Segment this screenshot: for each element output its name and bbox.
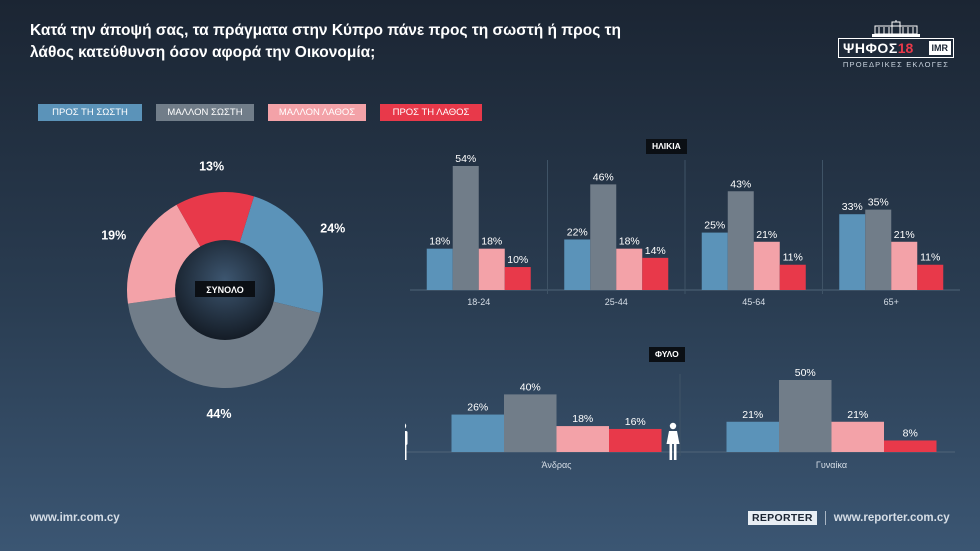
bar bbox=[616, 248, 643, 290]
brand-name: ΨΗΦΟΣ bbox=[843, 40, 898, 56]
bar bbox=[779, 264, 806, 290]
bar-value-label: 18% bbox=[481, 236, 502, 248]
bar-value-label: 40% bbox=[520, 381, 541, 393]
donut-slice-label: 44% bbox=[206, 407, 231, 421]
age-bar-chart: 18% 54% 18% 10% 18-24 22% 46% 18% 14% 25-44 25% 43%… bbox=[410, 153, 960, 307]
bar-value-label: 21% bbox=[756, 229, 777, 241]
reporter-logo: REPORTER bbox=[748, 511, 817, 525]
category-label: Άνδρας bbox=[541, 460, 572, 470]
gender-section-label: ΦΥΛΟ bbox=[649, 347, 685, 362]
donut-slice-label: 13% bbox=[199, 160, 224, 174]
bar bbox=[564, 239, 591, 290]
brand-subtitle: ΠΡΟΕΔΡΙΚΕΣ ΕΚΛΟΓΕΣ bbox=[842, 60, 950, 69]
bar-value-label: 50% bbox=[795, 367, 816, 379]
bar-value-label: 46% bbox=[593, 171, 614, 183]
bar-value-label: 22% bbox=[567, 226, 588, 238]
bar bbox=[642, 257, 669, 290]
category-label: 45-64 bbox=[742, 297, 765, 307]
bar bbox=[891, 241, 918, 290]
bar-value-label: 35% bbox=[868, 197, 889, 209]
bar-value-label: 26% bbox=[467, 402, 488, 414]
parliament-building-icon bbox=[872, 20, 920, 37]
bar-value-label: 33% bbox=[842, 201, 863, 213]
donut-center-label-box bbox=[195, 281, 255, 297]
bar bbox=[451, 414, 504, 452]
donut-slice bbox=[176, 192, 254, 249]
category-label: Γυναίκα bbox=[816, 460, 847, 470]
bar bbox=[839, 214, 866, 290]
legend-item-rather-wrong: ΜΑΛΛΟΝ ΛΑΘΟΣ bbox=[268, 104, 366, 121]
bar bbox=[556, 426, 609, 452]
brand-logo: ΨΗΦΟΣ 18 IMR ΠΡΟΕΔΡΙΚΕΣ ΕΚΛΟΓΕΣ bbox=[836, 20, 956, 70]
gender-bar-chart: 26% 40% 18% 16% Άνδρας 21% 50% 21% 8% Γυναίκα bbox=[405, 367, 955, 470]
bar bbox=[478, 248, 505, 290]
bar-value-label: 8% bbox=[903, 427, 918, 439]
bar bbox=[726, 421, 779, 452]
bar-value-label: 54% bbox=[455, 153, 476, 165]
male-icon bbox=[405, 423, 408, 460]
bar bbox=[865, 209, 892, 290]
imr-website[interactable]: www.imr.com.cy bbox=[30, 512, 120, 524]
bar bbox=[884, 440, 937, 452]
donut-slice bbox=[127, 296, 321, 389]
bar bbox=[426, 248, 453, 290]
bar-value-label: 25% bbox=[704, 220, 725, 232]
bar-value-label: 18% bbox=[429, 236, 450, 248]
bar-value-label: 43% bbox=[730, 178, 751, 190]
footer-divider bbox=[824, 511, 826, 525]
donut-slice bbox=[239, 196, 323, 314]
bar bbox=[701, 232, 728, 290]
bar-value-label: 18% bbox=[572, 413, 593, 425]
imr-logo: IMR bbox=[928, 41, 951, 55]
donut-center-label: ΣΥΝΟΛΟ bbox=[206, 285, 243, 295]
bar bbox=[753, 241, 780, 290]
bar-value-label: 11% bbox=[783, 252, 803, 264]
bar-value-label: 21% bbox=[742, 409, 763, 421]
bar-value-label: 21% bbox=[847, 409, 868, 421]
legend: ΠΡΟΣ ΤΗ ΣΩΣΤΗ ΜΑΛΛΟΝ ΣΩΣΤΗ ΜΑΛΛΟΝ ΛΑΘΟΣ … bbox=[38, 104, 482, 121]
bar bbox=[609, 428, 662, 452]
category-label: 18-24 bbox=[467, 297, 490, 307]
bar bbox=[504, 394, 557, 452]
page-title: Κατά την άποψή σας, τα πράγματα στην Κύπ… bbox=[30, 22, 621, 61]
bar bbox=[779, 380, 832, 452]
bar-value-label: 21% bbox=[894, 229, 915, 241]
bar bbox=[727, 191, 754, 290]
bar-value-label: 14% bbox=[645, 245, 666, 257]
category-label: 25-44 bbox=[605, 297, 628, 307]
donut-slice bbox=[127, 204, 202, 304]
donut-slice-label: 24% bbox=[320, 222, 345, 236]
bar bbox=[590, 184, 617, 290]
bar bbox=[831, 421, 884, 452]
bar bbox=[452, 166, 479, 290]
legend-item-rather-right: ΜΑΛΛΟΝ ΣΩΣΤΗ bbox=[156, 104, 254, 121]
bar-value-label: 18% bbox=[619, 236, 640, 248]
category-label: 65+ bbox=[884, 297, 899, 307]
bar-value-label: 10% bbox=[507, 254, 528, 266]
brand-year: 18 bbox=[897, 40, 914, 56]
age-section-label: ΗΛΙΚΙΑ bbox=[646, 139, 687, 154]
bar-value-label: 11% bbox=[920, 252, 940, 264]
bar bbox=[917, 264, 944, 290]
female-icon bbox=[666, 422, 680, 460]
reporter-website[interactable]: www.reporter.com.cy bbox=[833, 512, 950, 524]
legend-item-right: ΠΡΟΣ ΤΗ ΣΩΣΤΗ bbox=[38, 104, 142, 121]
donut-chart: 24% 44% 19% 13% ΣΥΝΟΛΟ bbox=[101, 160, 345, 421]
legend-item-wrong: ΠΡΟΣ ΤΗ ΛΑΘΟΣ bbox=[380, 104, 482, 121]
donut-slice-label: 19% bbox=[101, 228, 126, 242]
bar bbox=[504, 267, 531, 290]
bar-value-label: 16% bbox=[625, 416, 646, 428]
